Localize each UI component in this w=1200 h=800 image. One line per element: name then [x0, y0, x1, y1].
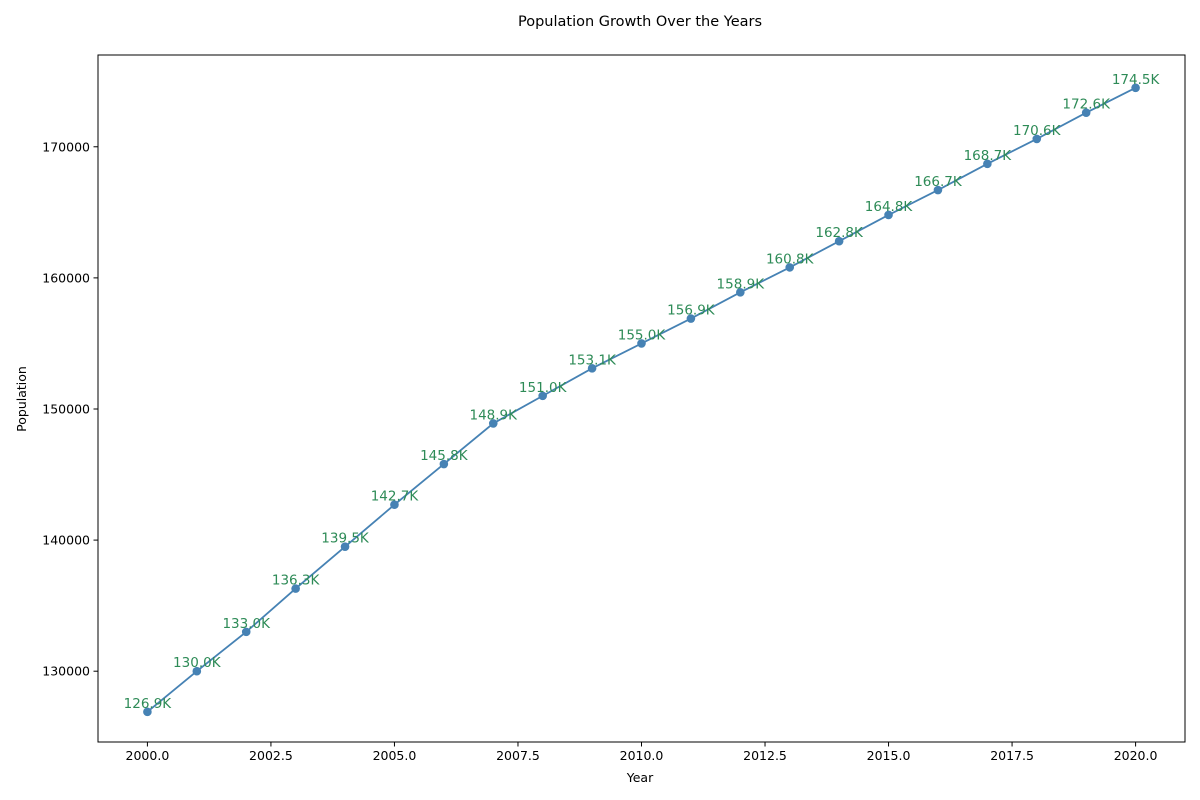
x-tick-label: 2012.5 [743, 748, 787, 763]
plot-area: 2000.0 2002.5 2005.0 2007.5 2010.0 2012.5 2015… [42, 54, 1186, 763]
data-label: 153.1K [568, 352, 617, 368]
data-point [340, 542, 350, 551]
x-tick-label: 2002.5 [249, 748, 293, 763]
y-tick-label: 130000 [42, 664, 90, 679]
data-label: 166.7K [914, 174, 963, 190]
data-label: 130.0K [173, 655, 222, 671]
data-point [488, 419, 498, 428]
y-tick-label: 140000 [42, 533, 90, 548]
data-point [241, 627, 251, 637]
x-axis-label: Year [626, 770, 654, 785]
data-point [933, 185, 943, 195]
data-label: 142.7K [371, 489, 420, 505]
x-tick-label: 2000.0 [126, 748, 170, 763]
data-point [143, 707, 152, 717]
data-point [390, 500, 399, 509]
data-point [1081, 108, 1091, 117]
data-point [291, 584, 300, 593]
x-tick-label: 2017.5 [990, 748, 1034, 763]
data-point [439, 459, 449, 469]
y-tick-label: 150000 [42, 401, 90, 416]
data-point [192, 666, 202, 676]
data-label: 155.0K [618, 327, 667, 343]
data-label: 172.6K [1062, 97, 1111, 113]
x-tick-label: 2010.0 [620, 748, 664, 763]
y-tick-label: 170000 [42, 139, 90, 154]
data-point [637, 339, 646, 348]
x-tick-label: 2005.0 [373, 748, 417, 763]
plot-frame [97, 54, 1186, 743]
y-axis-label: Population [14, 366, 29, 432]
data-label: 170.6K [1013, 123, 1062, 139]
data-label: 174.5K [1112, 72, 1161, 88]
y-tick-label: 160000 [42, 270, 90, 285]
data-label: 156.9K [667, 303, 716, 319]
data-label: 160.8K [766, 251, 815, 267]
x-tick-label: 2015.0 [867, 748, 911, 763]
x-tick-label: 2020.0 [1114, 748, 1158, 763]
data-label: 168.7K [964, 148, 1013, 164]
data-label: 139.5K [321, 531, 370, 547]
data-point [983, 159, 992, 169]
data-point [1131, 83, 1140, 93]
data-point [538, 391, 547, 401]
data-label: 158.9K [717, 276, 766, 292]
data-label: 151.0K [519, 380, 568, 396]
data-point [834, 236, 844, 246]
data-point [736, 288, 745, 297]
data-label: 164.8K [865, 199, 914, 215]
data-point [785, 263, 795, 272]
data-label: 148.9K [470, 407, 519, 423]
data-point [686, 314, 696, 323]
data-label: 136.3K [272, 573, 321, 589]
data-point [1032, 134, 1042, 144]
data-point [884, 210, 893, 220]
data-label: 145.8K [420, 448, 469, 464]
data-label: 126.9K [124, 696, 173, 712]
x-tick-label: 2007.5 [496, 748, 540, 763]
data-label: 133.0K [222, 616, 271, 632]
data-label: 162.8K [815, 225, 864, 241]
series-line [146, 86, 1136, 713]
data-point [587, 364, 597, 373]
chart-title: Population Growth Over the Years [518, 14, 762, 30]
